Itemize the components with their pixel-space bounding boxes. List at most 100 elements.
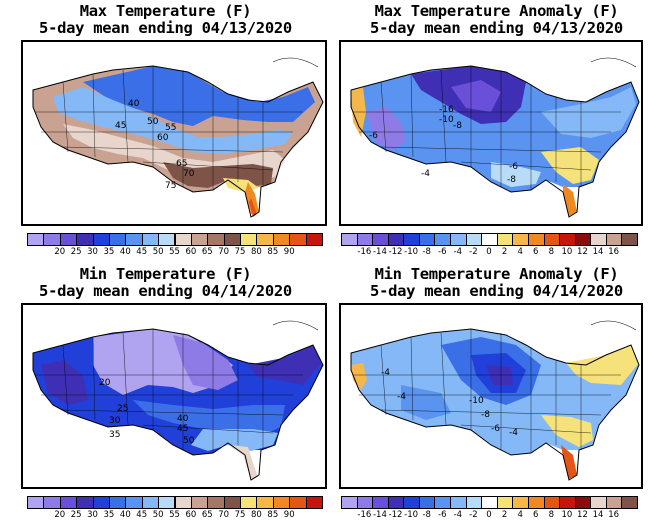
colorbar-swatch <box>174 496 192 509</box>
colorbar-swatch <box>527 233 545 246</box>
colorbar-swatch <box>387 496 405 509</box>
colorbar-tick-label: -4 <box>453 510 463 520</box>
colorbar-swatch <box>256 233 274 246</box>
colorbar-swatch <box>59 233 78 246</box>
colorbar-swatch <box>605 496 623 509</box>
colorbar-tick-label: 70 <box>218 247 230 257</box>
colorbar-tick-label: 40 <box>119 247 131 257</box>
contour-label: 45 <box>177 424 188 434</box>
colorbar-swatch <box>621 496 638 509</box>
colorbar-tick-label: 40 <box>119 510 131 520</box>
colorbar-swatch <box>403 233 420 246</box>
map-min-temperature: 20 25 30 35 40 45 50 <box>21 303 327 489</box>
contour-label: 75 <box>165 181 176 191</box>
contour-label: -10 <box>439 115 454 125</box>
colorbar-min-temperature-anomaly: -16 -14 -12 -10 -8 -6 -4 -2 0 2 4 6 8 10 12 14 16 <box>341 496 638 524</box>
colorbar-tick-label: 45 <box>136 247 148 257</box>
colorbar-tick-label: 4 <box>517 247 523 257</box>
colorbar-tick-label: 90 <box>283 510 295 520</box>
colorbar-swatch <box>527 496 545 509</box>
colorbar-swatch <box>372 233 389 246</box>
panel-title-line1: Min Temperature (F) <box>79 265 252 283</box>
colorbar-tick-label: -10 <box>404 510 419 520</box>
contour-label: -6 <box>369 131 378 141</box>
colorbar-swatch <box>450 496 467 509</box>
colorbar-swatch <box>158 233 176 246</box>
contour-label: 35 <box>109 430 120 440</box>
colorbar-swatch <box>240 496 258 509</box>
contour-label: 40 <box>177 414 189 424</box>
colorbar-tick-label: -2 <box>469 510 478 520</box>
colorbar-swatch <box>43 233 61 246</box>
colorbar-swatch <box>158 496 176 509</box>
panel-title-line1: Max Temperature Anomaly (F) <box>374 2 619 20</box>
colorbar-swatch <box>574 233 592 246</box>
colorbar-swatch <box>256 496 274 509</box>
contour-label: -4 <box>397 392 406 402</box>
colorbar-swatch <box>223 496 242 509</box>
colorbar-swatch <box>496 496 514 509</box>
panel-title-line2: 5-day mean ending 04/14/2020 <box>39 282 292 300</box>
panel-title-line1: Max Temperature (F) <box>79 2 252 20</box>
colorbar-tick-label: 55 <box>169 510 180 520</box>
colorbar-tick-label: -16 <box>357 510 372 520</box>
colorbar-swatch <box>496 233 514 246</box>
colorbar-tick-label: 85 <box>267 247 279 257</box>
colorbar-swatch <box>512 233 529 246</box>
contour-label: -8 <box>507 175 516 185</box>
colorbar-swatch <box>43 496 61 509</box>
colorbar-swatch <box>141 496 160 509</box>
colorbar-swatch <box>76 496 94 509</box>
colorbar-swatch <box>272 233 291 246</box>
colorbar-tick-label: -10 <box>404 247 419 257</box>
colorbar-swatch <box>76 233 94 246</box>
colorbar-tick-label: 20 <box>54 247 66 257</box>
colorbar-swatch <box>108 496 127 509</box>
contour-label: -10 <box>469 396 484 406</box>
colorbar-tick-label: 65 <box>201 247 213 257</box>
panel-max-temperature-anomaly: Max Temperature Anomaly (F) 5-day mean e… <box>331 0 662 263</box>
colorbar-tick-label: 6 <box>533 247 539 257</box>
colorbar-swatch <box>512 496 529 509</box>
colorbar-swatch <box>341 233 358 246</box>
colorbar-swatch <box>465 233 483 246</box>
colorbar-tick-label: -12 <box>388 247 403 257</box>
colorbar-swatch <box>305 496 323 509</box>
colorbar-swatch <box>27 496 45 509</box>
colorbar-tick-label: 4 <box>517 510 523 520</box>
colorbar-tick-label: 12 <box>577 510 588 520</box>
contour-label: -16 <box>439 105 454 115</box>
colorbar-tick-label: 75 <box>234 247 246 257</box>
colorbar-swatch <box>141 233 160 246</box>
panel-title-line2: 5-day mean ending 04/14/2020 <box>370 282 623 300</box>
contour-label: 60 <box>157 133 169 143</box>
colorbar-swatch <box>356 233 374 246</box>
colorbar-swatch <box>465 496 483 509</box>
contour-label: -4 <box>421 169 430 179</box>
colorbar-tick-label: 8 <box>548 510 555 520</box>
panel-max-temperature: Max Temperature (F) 5-day mean ending 04… <box>0 0 331 263</box>
colorbar-tick-label: -4 <box>453 247 463 257</box>
contour-label: -6 <box>509 162 518 172</box>
colorbar-tick-label: 50 <box>152 510 164 520</box>
colorbar-tick-label: 80 <box>251 247 262 257</box>
colorbar-tick-label: -14 <box>372 247 387 257</box>
colorbar-tick-label: -6 <box>438 510 447 520</box>
contour-label: 50 <box>147 117 159 127</box>
colorbar-swatch <box>289 496 307 509</box>
colorbar-tick-label: 14 <box>592 510 604 520</box>
colorbar-swatch <box>418 233 436 246</box>
colorbar-tick-label: 2 <box>501 510 508 520</box>
colorbar-tick-label: 70 <box>218 510 230 520</box>
panel-min-temperature-anomaly: Min Temperature Anomaly (F) 5-day mean e… <box>331 263 662 526</box>
colorbar-tick-label: 60 <box>185 510 197 520</box>
colorbar-tick-label: -16 <box>357 247 372 257</box>
colorbar-swatch <box>174 233 192 246</box>
colorbar-tick-label: 6 <box>533 510 539 520</box>
colorbar-swatch <box>434 233 452 246</box>
colorbar-swatch <box>223 233 242 246</box>
colorbar-tick-label: 75 <box>234 510 246 520</box>
colorbar-swatch <box>574 496 592 509</box>
colorbar-swatch <box>59 496 78 509</box>
colorbar-swatch <box>621 233 638 246</box>
